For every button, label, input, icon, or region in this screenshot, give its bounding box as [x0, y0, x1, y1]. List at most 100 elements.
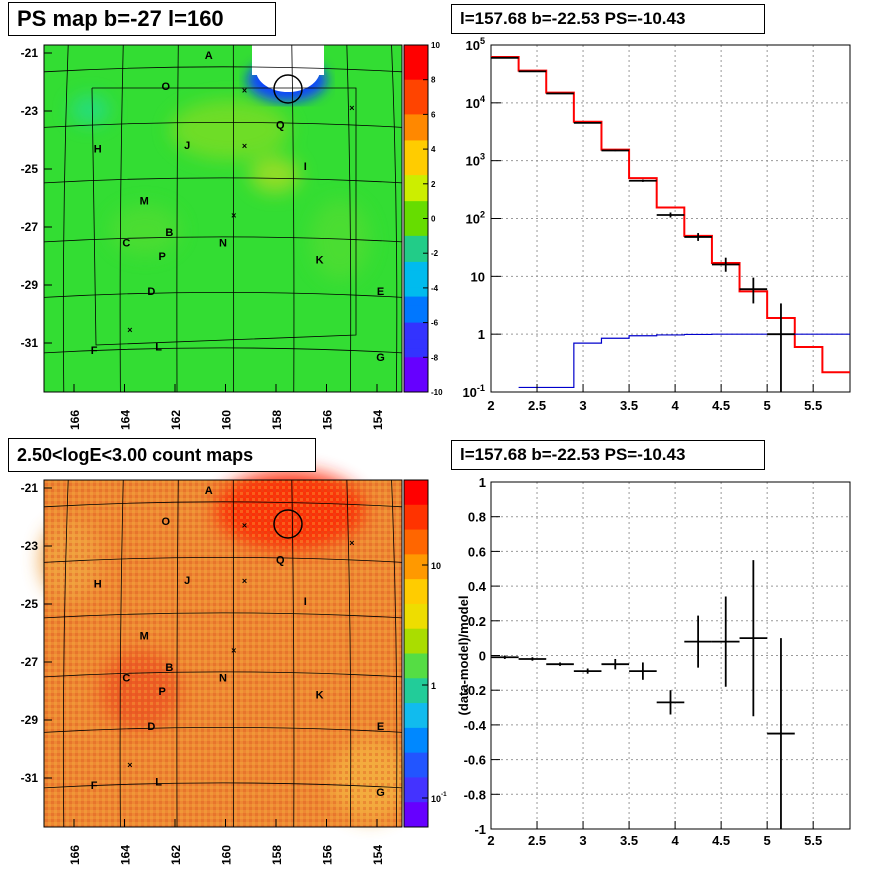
- longitude-line: [346, 44, 352, 393]
- source-label-b: B: [165, 662, 173, 674]
- colorbar-tick-label: 0: [431, 215, 436, 224]
- source-label-k: K: [316, 255, 324, 267]
- colorbar-cell: [404, 296, 428, 306]
- colorbar-cell: [404, 777, 428, 803]
- source-cross: ×: [127, 760, 132, 770]
- x-tick-label: 158: [270, 410, 284, 430]
- y-tick-label: -27: [21, 655, 39, 669]
- colorbar-cell: [404, 529, 428, 555]
- source-label-m: M: [140, 196, 149, 208]
- longitude-line: [176, 44, 179, 393]
- longitude-line: [119, 44, 124, 393]
- y-tick-label: 0.2: [468, 614, 486, 629]
- colorbar-cell: [404, 383, 428, 393]
- colorbar-cell: [404, 270, 428, 280]
- spectrum-title: l=157.68 b=-22.53 PS=-10.43: [451, 4, 765, 34]
- source-label-f: F: [91, 345, 98, 357]
- y-tick-label: -21: [21, 481, 39, 495]
- colorbar-cell: [404, 192, 428, 202]
- latitude-line: [43, 177, 403, 184]
- latitude-line: [43, 556, 403, 563]
- source-cross: ×: [349, 538, 354, 548]
- source-label-o: O: [161, 81, 170, 93]
- source-label-q: Q: [276, 119, 285, 131]
- colorbar-cell: [404, 603, 428, 630]
- source-label-o: O: [161, 516, 170, 528]
- ps-colorbar: 10 8 6 4 2 0 -2 -4 -6 -8 -10: [403, 41, 443, 397]
- colorbar-cell: [404, 131, 428, 141]
- colorbar-cell: [404, 504, 428, 531]
- colorbar-cell: [404, 175, 428, 185]
- source-label-d: D: [147, 286, 155, 298]
- latitude-line: [43, 612, 403, 619]
- colorbar-tick-label: -4: [431, 284, 439, 293]
- target-circle: [273, 509, 303, 539]
- colorbar-cell: [404, 157, 428, 167]
- source-label-p: P: [158, 686, 165, 698]
- x-tick-label: 3.5: [620, 833, 638, 848]
- x-tick-label: 2.5: [528, 833, 546, 848]
- latitude-line: [43, 782, 403, 789]
- x-tick-label: 5: [764, 398, 771, 413]
- colorbar-cell: [404, 53, 428, 63]
- count-map-panel: [40, 470, 410, 828]
- colorbar-cell: [404, 554, 428, 580]
- ps-map-title: PS map b=-27 l=160: [8, 2, 276, 36]
- colorbar-cell: [404, 140, 428, 150]
- longitude-line: [346, 479, 352, 828]
- colorbar-cell: [404, 279, 428, 289]
- source-label-n: N: [219, 672, 227, 684]
- source-label-e: E: [377, 721, 384, 733]
- y-tick-label: -0.4: [464, 718, 487, 733]
- background-step-line: [518, 333, 850, 389]
- colorbar-cell: [404, 579, 428, 605]
- colorbar-cell: [404, 287, 428, 298]
- colorbar-cell: [404, 365, 428, 376]
- residual-title: l=157.68 b=-22.53 PS=-10.43: [451, 440, 765, 470]
- colorbar-tick-label: 10: [431, 561, 441, 571]
- colorbar-cell: [404, 97, 428, 107]
- colorbar-tick-label: -6: [431, 319, 439, 328]
- colorbar-cell: [404, 71, 428, 81]
- x-tick-label: 156: [321, 845, 335, 865]
- source-label-p: P: [158, 251, 165, 263]
- colorbar-tick-label: -10: [431, 388, 443, 397]
- x-tick-label: 164: [119, 845, 133, 865]
- colorbar-cell: [404, 305, 428, 315]
- y-tick-label: -31: [21, 771, 39, 785]
- y-tick-label: -23: [21, 104, 39, 118]
- latitude-line: [43, 347, 403, 354]
- source-label-e: E: [377, 286, 384, 298]
- colorbar-tick-label: -8: [431, 353, 439, 362]
- coordinate-grid: × × × × × × × × × ×: [43, 44, 403, 828]
- colorbar-tick-label: 8: [431, 76, 436, 85]
- colorbar-cell: [404, 79, 428, 89]
- longitude-line: [391, 44, 398, 393]
- source-cross: ×: [231, 646, 236, 656]
- source-label-h: H: [94, 579, 102, 591]
- y-tick-label: 103: [465, 152, 485, 169]
- y-tick-label: 0: [479, 649, 486, 664]
- y-tick-label: 105: [465, 36, 485, 53]
- colorbar-cell: [404, 374, 428, 384]
- y-tick-label: 10-1: [462, 383, 485, 400]
- colorbar-cell: [404, 339, 428, 350]
- source-label-l: L: [155, 776, 162, 788]
- y-tick-label: -29: [21, 713, 39, 727]
- colorbar-cell: [404, 322, 428, 332]
- y-tick-label: 0.8: [468, 510, 486, 525]
- latitude-line: [43, 121, 403, 128]
- latitude-line: [43, 236, 403, 243]
- y-tick-label: 1: [479, 475, 486, 490]
- colorbar-cell: [404, 166, 428, 176]
- colorbar-cell: [404, 261, 428, 272]
- x-tick-label: 3.5: [620, 398, 638, 413]
- target-circle: [273, 74, 303, 104]
- y-tick-label: -27: [21, 220, 39, 234]
- x-tick-label: 5.5: [804, 398, 822, 413]
- x-tick-label: 164: [119, 410, 133, 430]
- x-tick-label: 3: [579, 398, 586, 413]
- source-cross: ×: [127, 325, 132, 335]
